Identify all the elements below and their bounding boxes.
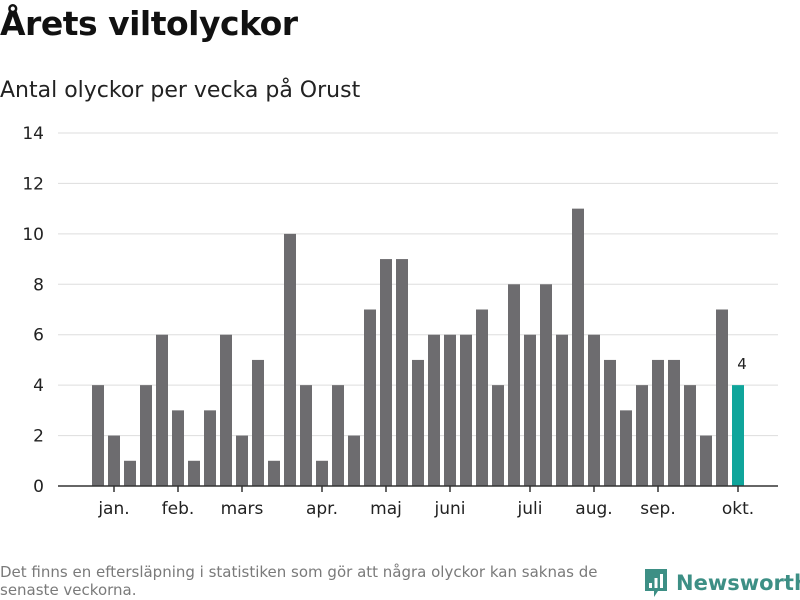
data-label-latest: 4	[737, 355, 747, 373]
bar	[476, 309, 488, 486]
y-tick-label: 6	[33, 326, 44, 346]
bars	[92, 208, 744, 486]
bar	[572, 208, 584, 486]
bar	[428, 334, 440, 486]
bar	[108, 435, 120, 486]
bar	[284, 233, 296, 486]
y-axis-ticks: 0 2 4 6 8 10 12 14	[22, 124, 44, 497]
bar	[172, 410, 184, 486]
x-tick-label: feb.	[162, 499, 195, 519]
bar	[604, 359, 616, 486]
chart-subtitle: Antal olyckor per vecka på Orust	[0, 78, 361, 103]
y-tick-label: 10	[22, 225, 44, 245]
x-tick-label: sep.	[640, 499, 676, 519]
newsworthy-logo-icon	[645, 569, 667, 597]
bar-chart: 0 2 4 6 8 10 12 14 4 jan. feb. mars apr. maj juni jul…	[22, 124, 778, 519]
bar	[652, 359, 664, 486]
bar	[700, 435, 712, 486]
bar	[300, 385, 312, 486]
bar	[460, 334, 472, 486]
x-tick-label: juli	[517, 499, 543, 519]
bar	[204, 410, 216, 486]
bar	[396, 259, 408, 486]
bar	[540, 284, 552, 486]
bar	[620, 410, 632, 486]
bar	[236, 435, 248, 486]
bar-highlight	[732, 385, 744, 486]
bar	[588, 334, 600, 486]
x-tick-label: juni	[434, 499, 466, 519]
bar	[444, 334, 456, 486]
bar	[252, 359, 264, 486]
bar	[556, 334, 568, 486]
bar	[268, 460, 280, 486]
bar	[508, 284, 520, 486]
y-tick-label: 0	[33, 477, 44, 497]
footnote: Det finns en eftersläpning i statistiken…	[0, 563, 598, 599]
bar	[524, 334, 536, 486]
brand-logo: Newsworthy	[644, 568, 800, 598]
bar	[348, 435, 360, 486]
y-tick-label: 8	[33, 275, 44, 295]
x-tick-label: okt.	[722, 499, 754, 519]
brand-name: Newsworthy	[676, 571, 800, 595]
y-tick-label: 12	[22, 174, 44, 194]
bar	[412, 359, 424, 486]
bar	[220, 334, 232, 486]
bar	[156, 334, 168, 486]
bar	[716, 309, 728, 486]
bar	[636, 385, 648, 486]
y-tick-label: 2	[33, 427, 44, 447]
y-tick-label: 14	[22, 124, 44, 144]
bar	[316, 460, 328, 486]
y-tick-label: 4	[33, 376, 44, 396]
data-labels: 4	[737, 355, 747, 373]
bar	[92, 385, 104, 486]
bar	[668, 359, 680, 486]
x-tick-label: apr.	[306, 499, 338, 519]
x-tick-label: jan.	[97, 499, 129, 519]
x-axis-ticks: jan. feb. mars apr. maj juni juli aug. sep. okt.	[97, 486, 754, 519]
chart-title: Årets viltolyckor	[0, 4, 298, 43]
gridlines	[58, 132, 778, 437]
bar	[364, 309, 376, 486]
x-tick-label: mars	[221, 499, 264, 519]
bar	[188, 460, 200, 486]
x-tick-label: maj	[370, 499, 402, 519]
x-tick-label: aug.	[575, 499, 612, 519]
bar	[124, 460, 136, 486]
bar	[380, 259, 392, 486]
bar	[140, 385, 152, 486]
bar	[492, 385, 504, 486]
bar	[684, 385, 696, 486]
bar	[332, 385, 344, 486]
